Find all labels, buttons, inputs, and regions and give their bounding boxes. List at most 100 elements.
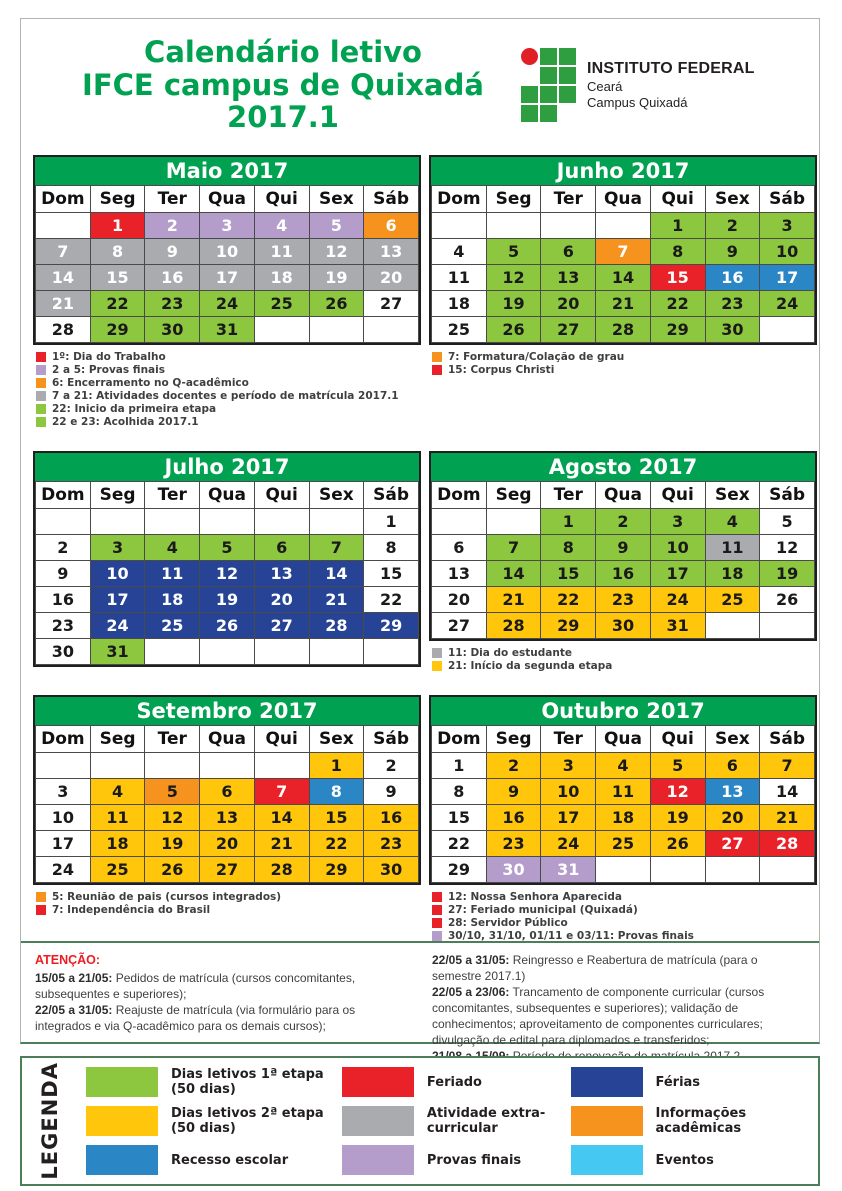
legend-color-swatch [341,1145,414,1175]
day-cell: 11 [704,534,761,561]
day-cell: 14 [253,804,310,831]
day-cell: 30 [704,316,761,343]
month-frame: Agosto 2017 Dom Seg Ter Qua Qui Sex Sáb 1 2 3 4 5 6 7 8… [429,451,817,641]
empty-day-cell [89,508,146,535]
legend-color-swatch [341,1067,414,1097]
note-color-swatch [36,352,46,362]
day-cell: 22 [649,290,706,317]
day-cell: 21 [759,804,815,831]
day-cell: 17 [199,264,255,291]
weekday-header: Sáb [363,185,419,213]
month-notes: 12: Nossa Senhora Aparecida 27: Feriado m… [429,885,817,942]
weekday-header-row: Dom Seg Ter Qua Qui Sex Sáb [431,481,815,509]
day-cell: 1 [308,752,365,779]
day-cell: 26 [649,830,706,857]
day-cell: 23 [485,830,542,857]
day-cell: 22 [89,290,146,317]
day-cell: 28 [485,612,542,639]
month-title: Maio 2017 [35,157,419,185]
day-cell: 21 [35,290,91,317]
note-color-swatch [36,378,46,388]
month-table: Dom Seg Ter Qua Qui Sex Sáb 1 2 3 4 5 6 7 8 9 10 11 12 13 14… [35,185,419,343]
day-cell: 24 [540,830,597,857]
legend-column: Feriado Atividade extra-curricular Provas … [341,1067,571,1175]
note-item: 22: Inicio da primeira etapa [36,403,421,415]
empty-day-cell [199,508,255,535]
day-cell: 8 [540,534,597,561]
empty-day-cell [199,638,255,665]
day-cell: 14 [759,778,815,805]
title-line-1: Calendário letivo [144,34,422,69]
day-cell: 28 [308,612,365,639]
month-frame: Junho 2017 Dom Seg Ter Qua Qui Sex Sáb 1 2 3 4 5 6 7 8 9… [429,155,817,345]
legend-label: Provas finais [426,1152,522,1168]
legend-label: Dias letivos 1ª etapa (50 dias) [171,1067,324,1097]
empty-day-cell [431,508,487,535]
day-cell: 6 [363,212,419,239]
weekday-header-row: Dom Seg Ter Qua Qui Sex Sáb [431,185,815,213]
day-cell: 29 [89,316,146,343]
day-cell: 10 [759,238,815,265]
empty-day-cell [363,316,419,343]
day-cell: 9 [595,534,651,561]
weekday-header: Seg [485,481,542,509]
day-cell: 16 [485,804,542,831]
legend-color-swatch [86,1106,158,1136]
weekday-header: Sex [308,725,365,753]
calendar-month-agosto: Agosto 2017 Dom Seg Ter Qua Qui Sex Sáb 1 2 3 4 5 6 7 8… [429,451,817,673]
attention-item-dates: 22/05 a 31/05: [35,1002,113,1017]
day-cell: 20 [199,830,255,857]
weekday-header: Dom [35,481,91,509]
month-table: Dom Seg Ter Qua Qui Sex Sáb 1 2 3 4 5 6 7 8 9 10 11 12 13 14… [35,725,419,883]
legend-item-blue: Recesso escolar [86,1145,342,1175]
empty-day-cell [144,752,201,779]
note-item: 12: Nossa Senhora Aparecida [432,891,817,903]
attention-left-column: ATENÇÃO: 15/05 a 21/05: Pedidos de matrí… [35,952,406,1042]
day-cell: 26 [308,290,365,317]
month-notes: 11: Dia do estudante 21: Início da segund… [429,641,817,672]
week-row: 9 10 11 12 13 14 15 [35,560,419,587]
legend-label: Informações acadêmicas [655,1106,747,1136]
legend-column: Férias Informações acadêmicas Eventos [570,1067,793,1175]
attention-right-column: 22/05 a 31/05: Reingresso e Reabertura d… [432,952,803,1063]
empty-day-cell [308,508,365,535]
logo-institution-name: INSTITUTO FEDERAL [587,59,755,77]
day-cell: 6 [431,534,487,561]
day-cell: 4 [431,238,487,265]
day-cell: 20 [431,586,487,613]
day-cell: 12 [144,804,201,831]
day-cell: 12 [199,560,255,587]
day-cell: 25 [704,586,761,613]
weekday-header: Qua [595,185,651,213]
weekday-header: Sex [704,725,761,753]
weekday-header: Qui [253,481,310,509]
day-cell: 27 [431,612,487,639]
day-cell: 22 [431,830,487,857]
note-text: 21: Início da segunda etapa [448,660,613,672]
day-cell: 12 [759,534,815,561]
day-cell: 17 [540,804,597,831]
note-text: 15: Corpus Christi [448,364,555,376]
note-text: 6: Encerramento no Q-acadêmico [52,377,249,389]
day-cell: 8 [308,778,365,805]
weekday-header: Qui [253,185,310,213]
day-cell: 13 [540,264,597,291]
attention-heading: ATENÇÃO: [35,953,101,967]
day-cell: 7 [595,238,651,265]
weekday-header: Sex [704,185,761,213]
note-text: 2 a 5: Provas finais [52,364,165,376]
day-cell: 22 [308,830,365,857]
legend-title: LEGENDA [38,1062,62,1180]
week-row: 29 30 31 [431,856,815,883]
day-cell: 13 [253,560,310,587]
month-title: Outubro 2017 [431,697,815,725]
attention-right-items: 22/05 a 31/05: Reingresso e Reabertura d… [432,952,803,1065]
day-cell: 4 [89,778,146,805]
note-text: 27: Feriado municipal (Quixadá) [448,904,638,916]
day-cell: 24 [759,290,815,317]
day-cell: 15 [431,804,487,831]
note-color-swatch [36,365,46,375]
note-color-swatch [432,661,442,671]
empty-day-cell [485,508,542,535]
